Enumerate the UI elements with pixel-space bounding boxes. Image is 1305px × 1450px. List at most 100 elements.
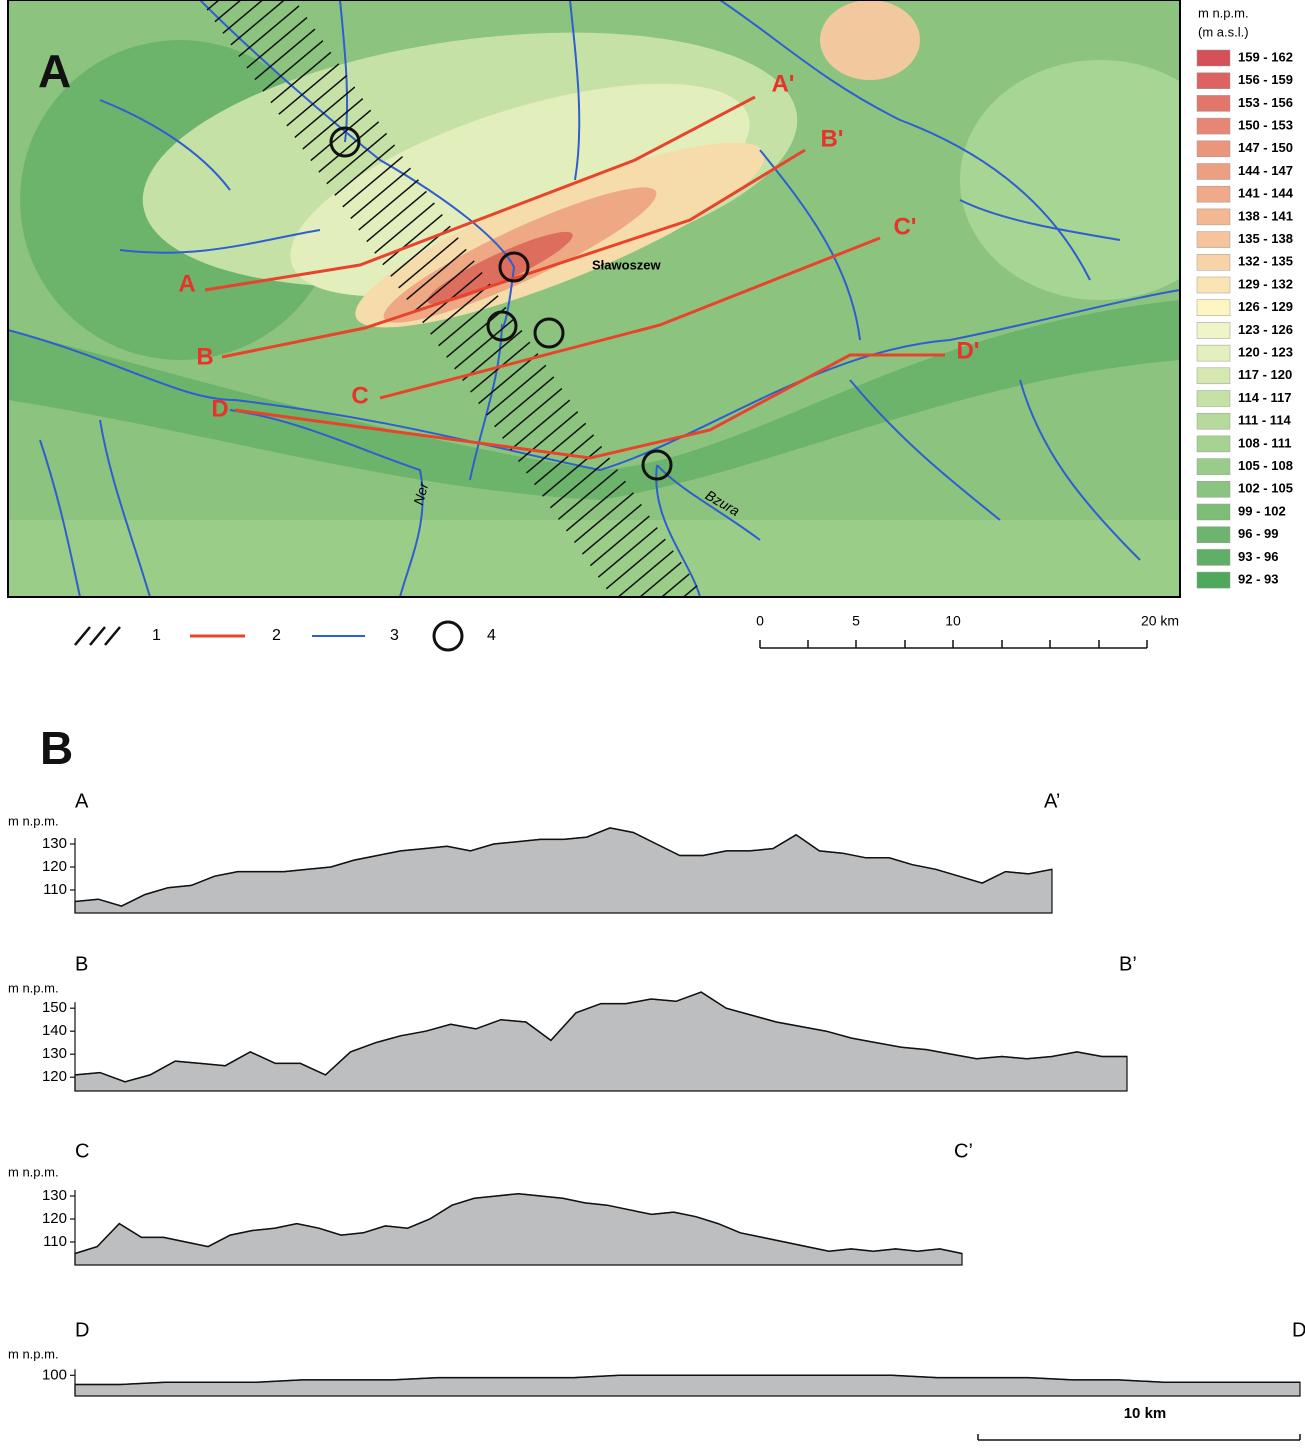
legend-title: m n.p.m. <box>1198 5 1249 20</box>
section-label: C' <box>893 213 916 240</box>
section-label: A' <box>771 70 794 97</box>
legend-label: 102 - 105 <box>1238 481 1293 496</box>
y-tick-label: 140 <box>42 1022 67 1039</box>
legend-swatch <box>1197 459 1230 475</box>
section-label: D <box>211 395 228 422</box>
legend-label: 150 - 153 <box>1238 118 1293 133</box>
legend-label: 93 - 96 <box>1238 549 1278 564</box>
legend-label: 105 - 108 <box>1238 458 1293 473</box>
legend-swatch <box>1197 232 1230 248</box>
y-tick-label: 150 <box>42 999 67 1016</box>
section-label: C <box>351 382 368 409</box>
profile-start: B <box>75 953 88 975</box>
scale-label: 20 km <box>1141 613 1179 629</box>
scale-label: 10 km <box>1124 1405 1167 1422</box>
legend-swatch <box>1197 186 1230 202</box>
key-label: 3 <box>390 627 399 644</box>
legend-swatch <box>1197 391 1230 407</box>
legend-swatch <box>1197 413 1230 429</box>
legend-label: 159 - 162 <box>1238 49 1293 64</box>
legend-label: 123 - 126 <box>1238 322 1293 337</box>
legend-label: 156 - 159 <box>1238 72 1293 87</box>
legend-swatch <box>1197 527 1230 543</box>
legend-label: 114 - 117 <box>1238 390 1292 405</box>
legend-label: 126 - 129 <box>1238 299 1293 314</box>
figure: Am n.p.m.(m a.s.l.)159 - 162156 - 159153… <box>0 0 1305 1450</box>
profile-start: A <box>75 790 89 812</box>
profile-end: C’ <box>954 1140 973 1162</box>
profile-start: D <box>75 1319 89 1341</box>
y-axis-label: m n.p.m. <box>8 1164 59 1179</box>
legend-label: 111 - 114 <box>1238 413 1292 428</box>
profile-fill <box>75 992 1127 1091</box>
scale-label: 5 <box>852 613 860 629</box>
map-background <box>8 0 1240 597</box>
key-label: 2 <box>272 627 281 644</box>
legend-label: 120 - 123 <box>1238 345 1293 360</box>
y-tick-label: 100 <box>42 1366 67 1383</box>
legend-label: 129 - 132 <box>1238 276 1293 291</box>
y-tick-label: 120 <box>42 858 67 875</box>
legend-swatch <box>1197 481 1230 497</box>
legend-label: 96 - 99 <box>1238 526 1278 541</box>
y-tick-label: 130 <box>42 1045 67 1062</box>
scale-label: 10 <box>945 613 961 629</box>
legend-subtitle: (m a.s.l.) <box>1198 24 1249 39</box>
section-label: B <box>196 343 213 370</box>
legend-swatch <box>1197 345 1230 361</box>
profile-fill <box>75 828 1052 913</box>
profile-end: D’ <box>1292 1319 1305 1341</box>
legend-label: 99 - 102 <box>1238 503 1286 518</box>
profile-fill <box>75 1194 962 1265</box>
legend-label: 153 - 156 <box>1238 95 1293 110</box>
y-tick-label: 120 <box>42 1210 67 1227</box>
legend-swatch <box>1197 73 1230 89</box>
legend-swatch <box>1197 164 1230 180</box>
legend-swatch <box>1197 95 1230 111</box>
section-label: A <box>178 270 195 297</box>
profile-end: B’ <box>1119 953 1137 975</box>
legend-label: 141 - 144 <box>1238 186 1294 201</box>
panel-label: B <box>40 722 73 774</box>
y-tick-label: 130 <box>42 1187 67 1204</box>
y-tick-label: 110 <box>43 1233 67 1250</box>
legend-label: 108 - 111 <box>1238 435 1292 450</box>
legend-swatch <box>1197 141 1230 157</box>
place-label: Sławoszew <box>592 257 662 272</box>
legend-swatch <box>1197 300 1230 316</box>
y-axis-label: m n.p.m. <box>8 813 59 828</box>
map-key-symbols <box>75 622 462 650</box>
profile-start: C <box>75 1140 89 1162</box>
legend-swatch <box>1197 277 1230 293</box>
y-tick-label: 120 <box>42 1068 67 1085</box>
legend-swatch <box>1197 118 1230 134</box>
legend-label: 132 - 135 <box>1238 254 1293 269</box>
scale-label: 0 <box>756 613 764 629</box>
legend-label: 135 - 138 <box>1238 231 1293 246</box>
legend-swatch <box>1197 50 1230 66</box>
y-tick-label: 130 <box>42 835 67 852</box>
y-axis-label: m n.p.m. <box>8 980 59 995</box>
legend-swatch <box>1197 572 1230 588</box>
legend-swatch <box>1197 504 1230 520</box>
legend-swatch <box>1197 209 1230 225</box>
y-tick-label: 110 <box>43 881 67 898</box>
profile-end: A’ <box>1044 790 1060 812</box>
legend-swatch <box>1197 322 1230 338</box>
legend-label: 138 - 141 <box>1238 208 1293 223</box>
legend-label: 92 - 93 <box>1238 572 1278 587</box>
section-label: D' <box>956 337 979 364</box>
legend-swatch <box>1197 254 1230 270</box>
legend-label: 147 - 150 <box>1238 140 1293 155</box>
legend-swatch <box>1197 368 1230 384</box>
key-label: 4 <box>487 627 496 644</box>
key-label: 1 <box>152 627 161 644</box>
profile-fill <box>75 1375 1300 1396</box>
legend-swatch <box>1197 549 1230 565</box>
legend-label: 117 - 120 <box>1238 367 1292 382</box>
legend-label: 144 - 147 <box>1238 163 1293 178</box>
section-label: B' <box>820 125 843 152</box>
y-axis-label: m n.p.m. <box>8 1346 59 1361</box>
legend-swatch <box>1197 436 1230 452</box>
panel-label: A <box>38 45 71 97</box>
